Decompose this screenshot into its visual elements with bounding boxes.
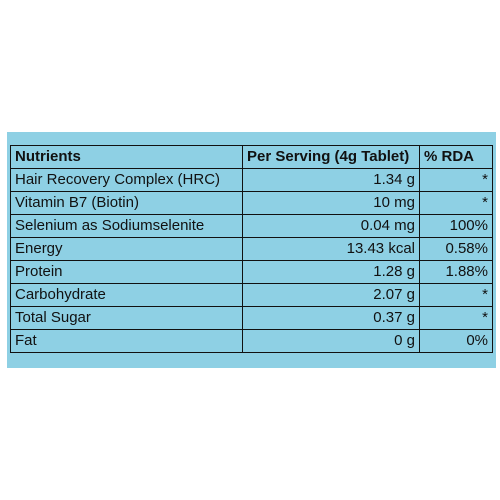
nutrient-name: Fat: [10, 329, 243, 353]
rda-value: *: [419, 168, 493, 192]
rda-value: 0.58%: [419, 237, 493, 261]
nutrient-name: Carbohydrate: [10, 283, 243, 307]
header-rda: % RDA: [419, 145, 493, 169]
table-row: Hair Recovery Complex (HRC) 1.34 g *: [10, 168, 493, 192]
table-row: Fat 0 g 0%: [10, 329, 493, 353]
table-row: Total Sugar 0.37 g *: [10, 306, 493, 330]
nutrient-name: Energy: [10, 237, 243, 261]
nutrient-name: Hair Recovery Complex (HRC): [10, 168, 243, 192]
nutrient-name: Selenium as Sodiumselenite: [10, 214, 243, 238]
header-nutrients: Nutrients: [10, 145, 243, 169]
rda-value: 0%: [419, 329, 493, 353]
table-row: Carbohydrate 2.07 g *: [10, 283, 493, 307]
per-serving-amount: 1.28 g: [242, 260, 420, 284]
nutrient-name: Vitamin B7 (Biotin): [10, 191, 243, 215]
nutrition-facts-table: Nutrients Per Serving (4g Tablet) % RDA …: [10, 145, 493, 353]
nutrient-name: Protein: [10, 260, 243, 284]
table-row: Protein 1.28 g 1.88%: [10, 260, 493, 284]
rda-value: *: [419, 191, 493, 215]
header-per-serving: Per Serving (4g Tablet): [242, 145, 420, 169]
table-header-row: Nutrients Per Serving (4g Tablet) % RDA: [10, 145, 493, 169]
table-row: Vitamin B7 (Biotin) 10 mg *: [10, 191, 493, 215]
per-serving-amount: 0.37 g: [242, 306, 420, 330]
per-serving-amount: 0 g: [242, 329, 420, 353]
per-serving-amount: 0.04 mg: [242, 214, 420, 238]
per-serving-amount: 13.43 kcal: [242, 237, 420, 261]
table-row: Energy 13.43 kcal 0.58%: [10, 237, 493, 261]
rda-value: *: [419, 306, 493, 330]
rda-value: *: [419, 283, 493, 307]
rda-value: 100%: [419, 214, 493, 238]
rda-value: 1.88%: [419, 260, 493, 284]
nutrient-name: Total Sugar: [10, 306, 243, 330]
per-serving-amount: 1.34 g: [242, 168, 420, 192]
per-serving-amount: 10 mg: [242, 191, 420, 215]
table-row: Selenium as Sodiumselenite 0.04 mg 100%: [10, 214, 493, 238]
per-serving-amount: 2.07 g: [242, 283, 420, 307]
